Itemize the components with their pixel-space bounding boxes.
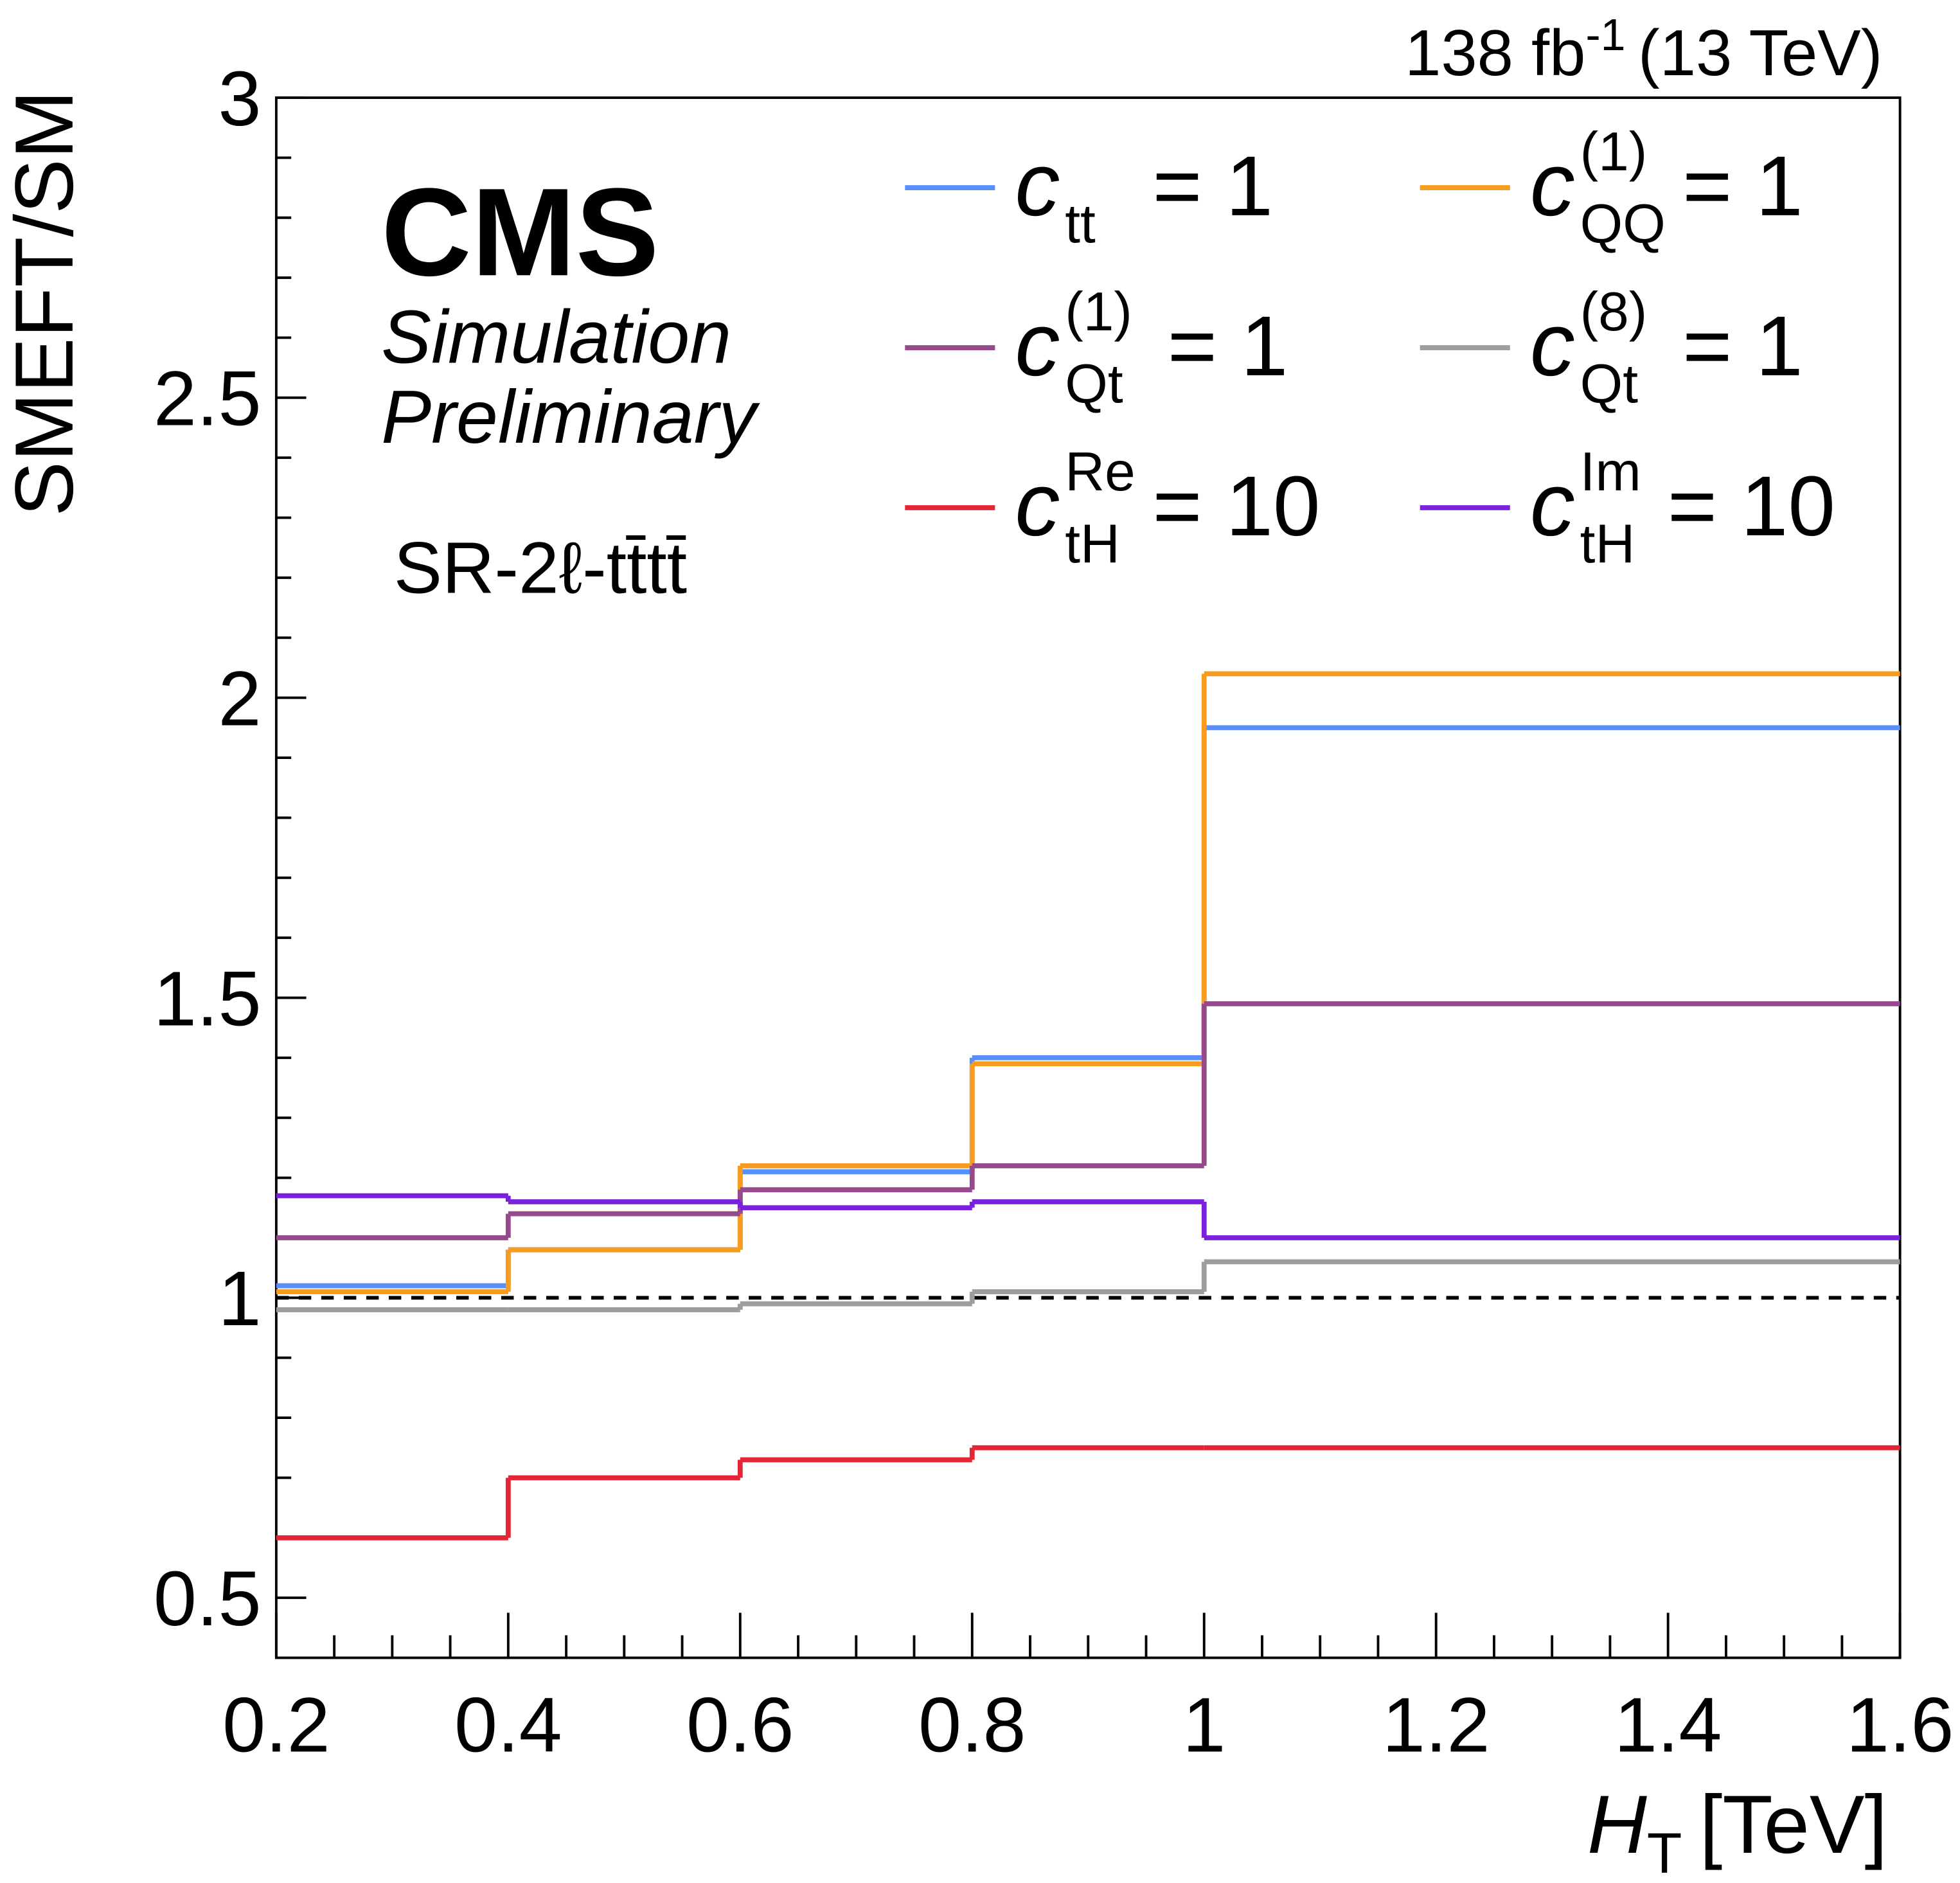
- x-tick-label: 1.6: [1846, 1681, 1954, 1768]
- legend-symbol: c: [1530, 294, 1575, 395]
- legend-superscript: (1): [1065, 281, 1132, 343]
- status-label: Preliminary: [381, 375, 760, 459]
- status-label: Simulation: [381, 294, 731, 379]
- x-tick-label: 1.2: [1382, 1681, 1490, 1768]
- x-axis-label: HT [TeV]: [1587, 1779, 1887, 1883]
- legend-subscript: tH: [1065, 514, 1120, 575]
- lumi-text: 138 fb: [1405, 17, 1585, 89]
- x-tick-label: 0.8: [918, 1681, 1026, 1768]
- y-tick-label: 3: [218, 55, 261, 142]
- legend-setting: = 1: [1168, 299, 1288, 394]
- legend-subscript: Qt: [1580, 354, 1639, 415]
- legend-superscript: (1): [1580, 121, 1648, 183]
- legend-setting: = 10: [1668, 459, 1835, 554]
- x-axis-symbol: H: [1587, 1779, 1647, 1871]
- legend-symbol: c: [1015, 454, 1060, 555]
- legend-superscript: Im: [1580, 442, 1641, 503]
- y-tick-label: 0.5: [154, 1555, 262, 1642]
- legend-superscript: (8): [1580, 281, 1648, 343]
- legend-subscript: tH: [1580, 514, 1635, 575]
- legend-symbol: c: [1015, 294, 1060, 395]
- legend-subscript: tt: [1065, 194, 1096, 255]
- y-axis-label: SMEFT/SM: [0, 90, 91, 516]
- lumi-sup: -1: [1585, 10, 1625, 60]
- legend-symbol: c: [1015, 134, 1060, 235]
- x-tick-label: 1.4: [1614, 1681, 1722, 1768]
- legend-subscript: QQ: [1580, 194, 1666, 255]
- experiment-label: CMS: [381, 163, 659, 302]
- x-axis-subscript: T: [1647, 1821, 1682, 1883]
- x-tick-label: 0.4: [454, 1681, 562, 1768]
- y-tick-label: 1.5: [154, 955, 262, 1042]
- lumi-label: 138 fb-1 (13 TeV): [1405, 10, 1882, 89]
- legend-setting: = 10: [1152, 459, 1320, 554]
- y-tick-label: 2: [218, 655, 261, 742]
- lumi-energy: (13 TeV): [1638, 17, 1882, 89]
- legend-subscript: Qt: [1065, 354, 1123, 415]
- legend-symbol: c: [1530, 454, 1575, 555]
- legend-setting: = 1: [1682, 139, 1803, 234]
- y-tick-label: 1: [218, 1255, 261, 1342]
- legend-superscript: Re: [1065, 442, 1135, 503]
- legend-symbol: c: [1530, 134, 1575, 235]
- x-axis-unit: [TeV]: [1700, 1779, 1888, 1871]
- x-tick-label: 0.6: [686, 1681, 794, 1768]
- x-tick-label: 1: [1182, 1681, 1225, 1768]
- region-label: SR-2ℓ-tt̄tt̄: [394, 527, 687, 608]
- legend-setting: = 1: [1682, 299, 1803, 394]
- y-tick-label: 2.5: [154, 355, 262, 442]
- legend-setting: = 1: [1152, 139, 1273, 234]
- x-tick-label: 0.2: [222, 1681, 330, 1768]
